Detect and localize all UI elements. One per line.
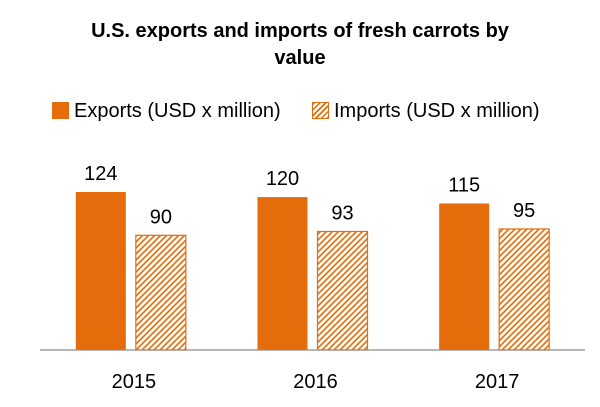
legend-swatch-exports — [52, 102, 69, 119]
legend-swatch-imports — [312, 102, 329, 119]
data-label-imports-2015: 90 — [150, 206, 172, 228]
bar-imports-2016 — [316, 230, 369, 351]
data-label-imports-2017: 95 — [513, 200, 535, 222]
bar-exports-2017 — [439, 203, 490, 350]
bar-imports-2017 — [498, 228, 550, 351]
bar-imports-2015 — [135, 234, 187, 351]
legend-label-imports: Imports (USD x million) — [334, 100, 540, 122]
chart-title-line-2: value — [274, 47, 326, 69]
legend-label-exports: Exports (USD x million) — [74, 100, 281, 122]
chart-title-line-1: U.S. exports and imports of fresh carrot… — [91, 20, 509, 42]
data-label-imports-2016: 93 — [331, 203, 353, 225]
legend: Exports (USD x million) Imports (USD x m… — [0, 98, 600, 124]
x-tick-label-2017: 2017 — [475, 371, 520, 393]
bar-exports-2016 — [257, 197, 308, 350]
data-label-exports-2016: 120 — [266, 168, 299, 190]
data-label-exports-2015: 124 — [84, 163, 117, 185]
x-tick-label-2016: 2016 — [293, 371, 338, 393]
data-label-exports-2017: 115 — [448, 174, 480, 196]
chart-title: U.S. exports and imports of fresh carrot… — [0, 18, 600, 72]
x-tick-label-2015: 2015 — [112, 371, 157, 393]
bar-exports-2015 — [75, 192, 126, 350]
